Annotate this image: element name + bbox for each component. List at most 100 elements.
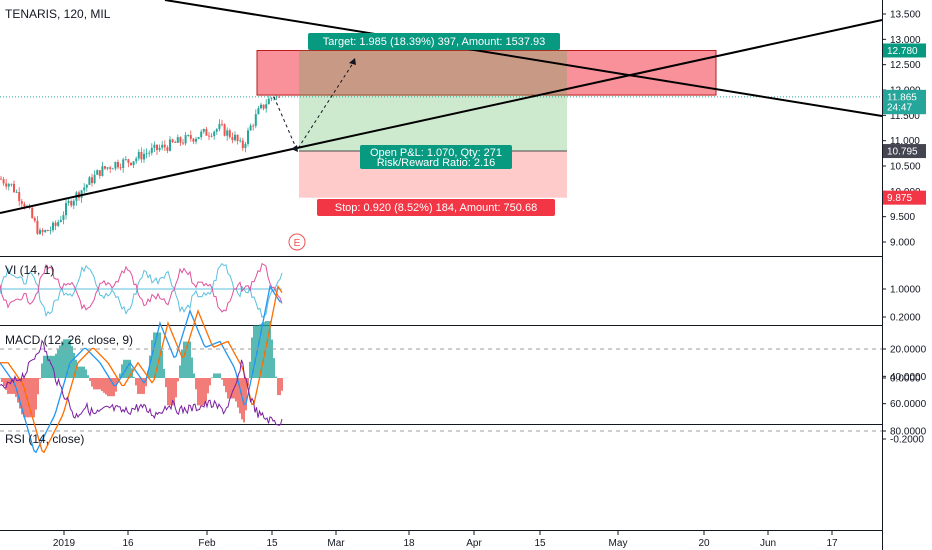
- candle: [127, 158, 130, 168]
- candle: [52, 221, 54, 233]
- candle: [88, 176, 91, 185]
- rsi-tick-label: 80.0000: [890, 427, 927, 438]
- candle: [124, 155, 127, 161]
- candle: [262, 104, 265, 111]
- price-label: 10.795: [883, 144, 926, 159]
- candle: [7, 182, 10, 191]
- vi-title: VI (14, 1): [5, 263, 54, 277]
- candle: [278, 93, 281, 99]
- candle: [148, 150, 151, 157]
- candle: [218, 119, 221, 132]
- candle: [140, 147, 143, 163]
- candle: [117, 159, 119, 170]
- svg-text:10.795: 10.795: [887, 147, 918, 158]
- time-tick-label: 15: [534, 538, 546, 549]
- candle: [96, 169, 99, 175]
- macd-axis[interactable]: 0.2000 0.0000 -0.2000: [882, 313, 924, 446]
- rsi-axis[interactable]: 80.0000 60.0000 40.0000 20.0000: [882, 345, 927, 438]
- time-tick-label: 2019: [53, 538, 76, 549]
- candle: [111, 167, 114, 170]
- candle: [169, 136, 171, 152]
- stop-label: Stop: 0.920 (8.52%) 184, Amount: 750.68: [317, 199, 555, 216]
- candle: [213, 130, 216, 140]
- candle: [265, 99, 268, 113]
- svg-text:11.865: 11.865: [887, 92, 917, 103]
- price-tick-label: 13.500: [890, 10, 921, 21]
- candle: [270, 97, 273, 102]
- candle: [41, 228, 44, 236]
- candle: [130, 162, 132, 167]
- ascending-trendline[interactable]: [0, 19, 883, 214]
- candle: [54, 220, 57, 231]
- candle: [161, 140, 164, 151]
- rsi-title: RSI (14, close): [5, 432, 84, 446]
- candle: [101, 161, 104, 177]
- candle: [210, 133, 213, 138]
- profit-zone[interactable]: [299, 50, 567, 152]
- arrow-head-icon: [349, 58, 356, 65]
- candle: [135, 156, 138, 165]
- candle: [119, 163, 122, 171]
- svg-text:9.875: 9.875: [887, 193, 912, 204]
- candle: [98, 170, 101, 179]
- candle: [44, 229, 47, 234]
- candle: [109, 165, 112, 173]
- candle: [106, 167, 109, 171]
- candle: [249, 123, 252, 131]
- candle: [163, 140, 166, 151]
- rsi-tick-label: 40.0000: [890, 372, 927, 383]
- vi-axis[interactable]: 1.0000: [882, 285, 921, 296]
- candle: [215, 128, 218, 135]
- time-tick-label: 20: [698, 538, 710, 549]
- macd-line: [0, 284, 282, 454]
- candle: [15, 189, 18, 193]
- candle: [46, 229, 49, 232]
- candle: [93, 170, 96, 185]
- candle: [150, 143, 153, 156]
- candle: [241, 137, 244, 151]
- vi-minus-line: [0, 263, 283, 313]
- time-tick-label: Mar: [327, 538, 345, 549]
- candle: [49, 226, 52, 235]
- candle: [10, 183, 13, 187]
- time-tick-label: Apr: [466, 538, 482, 549]
- price-tick-label: 12.500: [890, 60, 921, 71]
- candle: [104, 165, 106, 171]
- vi-tick-label: 1.0000: [890, 285, 921, 296]
- open-pnl-label: Open P&L: 1.070, Qty: 271 Risk/Reward Ra…: [360, 145, 512, 169]
- candle: [33, 216, 36, 223]
- candle: [189, 130, 192, 142]
- candle: [267, 95, 270, 105]
- descending-trendline[interactable]: [164, 0, 883, 117]
- candle: [2, 177, 5, 186]
- svg-text:E: E: [294, 238, 301, 249]
- time-axis[interactable]: 2019 16 Feb 15 Mar 18 Apr 15 May 20 Jun 17: [53, 531, 838, 549]
- candle: [234, 131, 236, 142]
- target-label: Target: 1.985 (18.39%) 397, Amount: 1537…: [308, 33, 560, 50]
- macd-tick-label: 0.2000: [890, 313, 921, 324]
- candle: [65, 198, 67, 220]
- candle: [20, 198, 23, 209]
- svg-text:24:47: 24:47: [887, 103, 912, 114]
- svg-text:Stop: 0.920 (8.52%) 184, Amoun: Stop: 0.920 (8.52%) 184, Amount: 750.68: [335, 202, 537, 214]
- candle: [174, 140, 177, 143]
- candle: [195, 136, 197, 145]
- candle: [83, 183, 86, 194]
- candle: [39, 227, 41, 236]
- candle: [72, 198, 75, 210]
- rsi-tick-label: 60.0000: [890, 399, 927, 410]
- candle: [166, 145, 169, 154]
- price-tick-label: 11.000: [890, 136, 920, 147]
- candle: [132, 161, 135, 169]
- candle: [5, 178, 8, 190]
- candle: [59, 216, 62, 223]
- candle: [67, 197, 70, 206]
- candles: [0, 93, 281, 236]
- macd-histogram: [0, 321, 283, 423]
- candle: [18, 187, 21, 207]
- candle: [62, 211, 65, 225]
- candle: [228, 128, 231, 139]
- earnings-marker[interactable]: E: [288, 233, 306, 251]
- candle: [221, 119, 223, 127]
